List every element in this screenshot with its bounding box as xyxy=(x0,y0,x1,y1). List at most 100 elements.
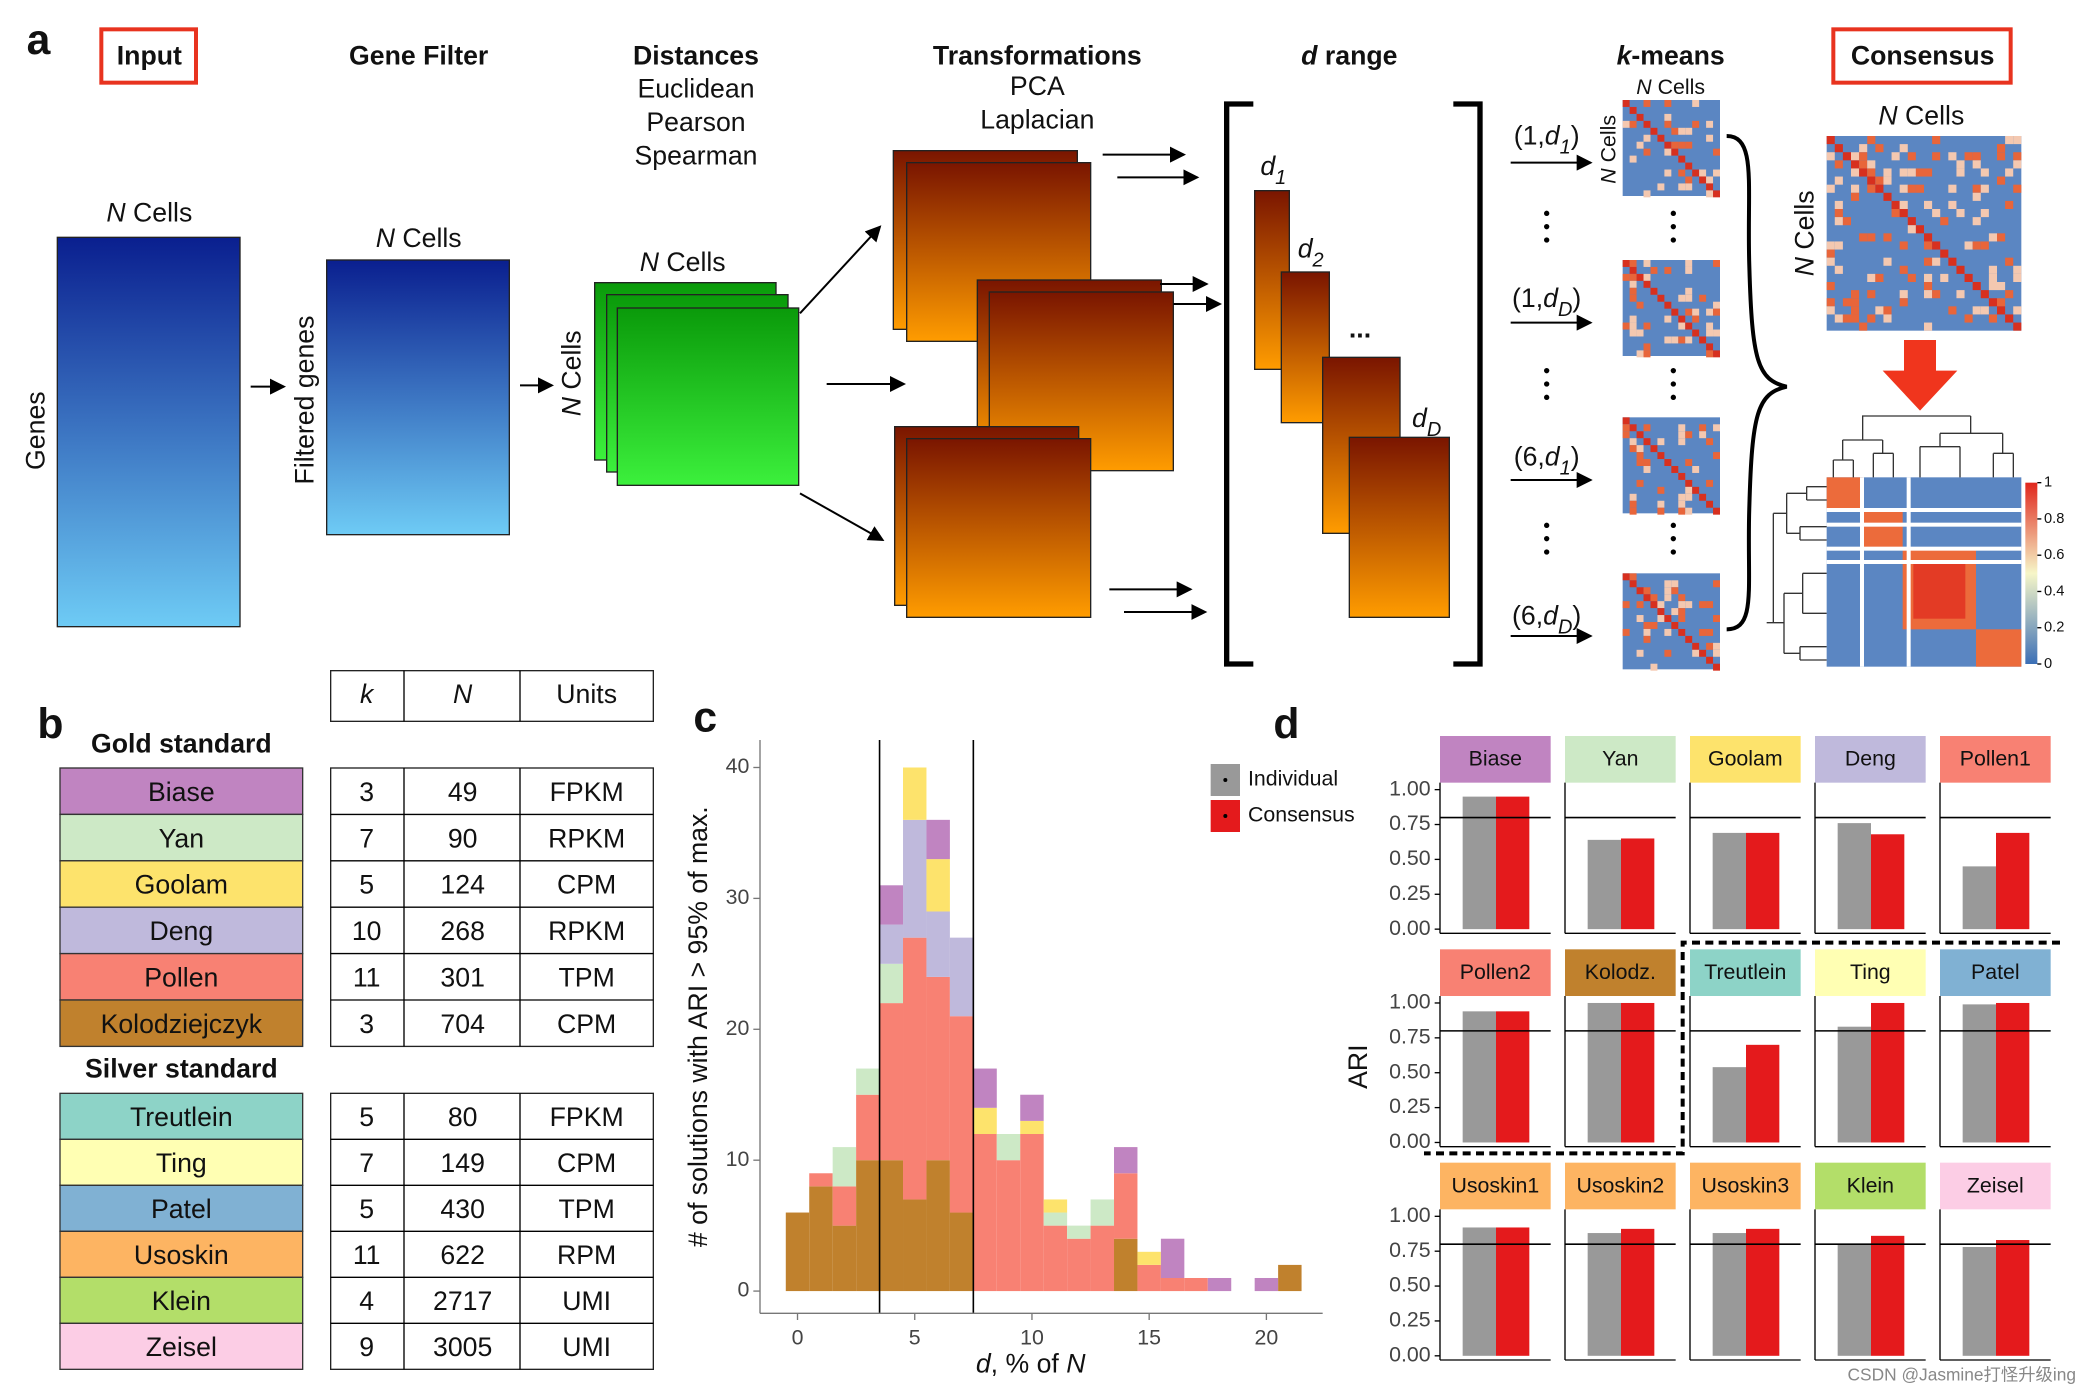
heatmap-cell xyxy=(1706,350,1714,358)
bar xyxy=(1837,1244,1871,1356)
heatmap-cell xyxy=(1636,587,1644,595)
text-part: 2 xyxy=(1312,250,1324,272)
dataset-name: Ting xyxy=(156,1148,207,1178)
histogram-bar xyxy=(926,819,950,860)
heatmap-cell xyxy=(1671,336,1679,344)
heatmap-cell xyxy=(1891,209,1900,218)
separator xyxy=(1860,477,1864,667)
table-cell: 4 xyxy=(359,1286,374,1316)
heatmap-cell xyxy=(1685,162,1693,170)
heatmap-cell xyxy=(1664,301,1672,309)
text-part: D xyxy=(1558,617,1572,639)
heatmap-cell xyxy=(1622,601,1630,609)
heatmap-cell xyxy=(1671,587,1679,595)
heatmap-cell xyxy=(1842,314,1851,323)
heatmap-cell xyxy=(1713,190,1720,198)
histogram-bar xyxy=(832,1147,857,1187)
heatmap-cell xyxy=(1867,160,1876,169)
text-part: Cells xyxy=(126,198,193,228)
panel-label: a xyxy=(27,16,51,64)
x-tick-label: 15 xyxy=(1137,1325,1161,1349)
table-cell: FPKM xyxy=(550,1102,624,1132)
heatmap-cell xyxy=(1629,573,1637,581)
heatmap-cell xyxy=(1842,298,1851,307)
text-part: N xyxy=(556,396,586,416)
heatmap-cell xyxy=(1867,136,1876,145)
heatmap-cell xyxy=(1678,336,1686,344)
kmeans-label: (1,d1) xyxy=(1514,120,1580,158)
separator xyxy=(1826,522,2022,527)
text-part: N xyxy=(1878,100,1898,130)
heatmap-cell xyxy=(1678,594,1686,602)
heatmap-cell xyxy=(1706,500,1714,508)
heatmap-cell xyxy=(1685,260,1693,267)
text-part: ) xyxy=(1571,442,1580,472)
text-part: N xyxy=(1596,168,1620,184)
dataset-cell xyxy=(59,1138,304,1186)
facet-strip xyxy=(1940,949,2051,996)
dataset-name: Kolodziejczyk xyxy=(101,1009,263,1039)
bar xyxy=(1746,1044,1780,1143)
bar xyxy=(1587,1002,1621,1143)
heatmap-cell xyxy=(1932,136,1941,145)
heatmap-cell xyxy=(1678,183,1686,191)
heatmap-cell xyxy=(1657,608,1665,616)
histogram-bar xyxy=(832,1225,857,1292)
bar xyxy=(1621,838,1655,930)
legend-label: Individual xyxy=(1248,767,1338,791)
heatmap-cell xyxy=(1907,273,1916,282)
text-part: d xyxy=(1301,40,1318,70)
histogram-bar xyxy=(949,937,974,1017)
colorbar-label: 0.8 xyxy=(2044,511,2064,527)
x-axis-label: d, % of N xyxy=(976,1348,1086,1378)
text-part: N xyxy=(640,247,660,277)
heatmap-cell xyxy=(1636,615,1644,622)
heatmap-cell xyxy=(1685,266,1693,274)
heatmap-cell xyxy=(1713,301,1720,309)
histogram-bar xyxy=(949,1212,974,1292)
heatmap-cell xyxy=(1657,134,1665,142)
heatmap-cell xyxy=(1867,184,1876,193)
heatmap-cell xyxy=(1685,493,1693,501)
histogram-bar xyxy=(996,1134,1021,1161)
heatmap-cell xyxy=(1643,622,1651,629)
table-cell: 124 xyxy=(440,870,485,900)
heatmap-cell xyxy=(1629,260,1637,267)
histogram-bar xyxy=(903,819,927,938)
heatmap-cell xyxy=(1706,134,1714,142)
heatmap-cell xyxy=(1972,152,1981,161)
heatmap-cell xyxy=(1678,322,1686,330)
heatmap-cell xyxy=(1699,424,1707,432)
heatmap-cell xyxy=(2005,136,2014,145)
ellipsis-dot xyxy=(1544,381,1550,387)
facet-strip xyxy=(1565,949,1676,996)
histogram-bar xyxy=(903,937,927,1200)
facet-strip xyxy=(1565,1162,1676,1210)
y-tick-label: 0.50 xyxy=(1389,846,1431,870)
heatmap-cell xyxy=(1826,241,1835,250)
heatmap-cell xyxy=(1692,642,1700,650)
text-part: d xyxy=(1543,600,1559,630)
heatmap-cell xyxy=(1859,152,1868,161)
heatmap-cell xyxy=(1826,298,1835,307)
histogram-bar xyxy=(832,1186,857,1226)
dataset-name: Zeisel xyxy=(146,1332,217,1362)
facet-title: Deng xyxy=(1845,747,1896,771)
heatmap-cell xyxy=(1706,479,1714,487)
table-cell: 9 xyxy=(359,1332,374,1362)
facet-title: Treutlein xyxy=(1704,960,1786,984)
facet-title: Klein xyxy=(1847,1173,1894,1197)
heatmap-cell xyxy=(1956,265,1965,274)
heatmap-cell xyxy=(1713,642,1720,650)
heatmap-cell xyxy=(1685,127,1693,135)
facet-strip xyxy=(1690,736,1801,783)
histogram-bar xyxy=(1067,1225,1091,1239)
heatmap-cell xyxy=(1685,183,1693,191)
cluster-block xyxy=(1826,477,1863,510)
heatmap-cell xyxy=(1988,282,1997,291)
legend-label: Consensus xyxy=(1248,803,1355,827)
bracket xyxy=(1224,101,1254,667)
cluster-block xyxy=(1862,509,1903,550)
text-part: k xyxy=(1617,40,1633,70)
facet-strip xyxy=(1940,1162,2051,1210)
